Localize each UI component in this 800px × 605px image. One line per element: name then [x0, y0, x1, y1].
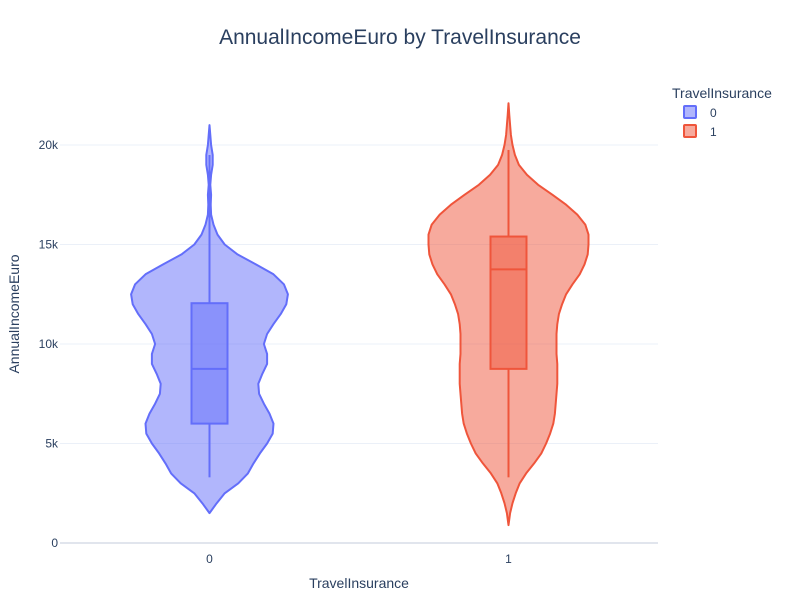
x-tick-label: 1 — [505, 552, 512, 566]
chart-title: AnnualIncomeEuro by TravelInsurance — [219, 26, 581, 49]
y-tick-label: 10k — [39, 337, 59, 351]
y-tick-label: 5k — [45, 437, 59, 451]
legend-swatch — [683, 124, 697, 138]
legend-label: 0 — [710, 106, 717, 120]
legend: TravelInsurance 0 1 — [672, 85, 772, 139]
violins — [130, 102, 590, 527]
x-axis-title: TravelInsurance — [309, 575, 409, 591]
y-tick-label: 0 — [51, 536, 58, 550]
legend-swatch — [683, 105, 697, 119]
y-tick-label: 20k — [39, 138, 59, 152]
box-iqr — [190, 302, 229, 425]
grid — [60, 144, 658, 544]
y-axis-ticks: 0 5k 10k 15k 20k — [39, 138, 59, 550]
violin-series-0 — [130, 124, 289, 515]
violin-series-1 — [427, 102, 590, 527]
y-tick-label: 15k — [39, 238, 59, 252]
legend-title: TravelInsurance — [672, 85, 772, 101]
legend-item-0[interactable]: 0 — [683, 105, 717, 120]
y-axis-title: AnnualIncomeEuro — [6, 254, 22, 373]
box-iqr — [489, 235, 528, 370]
legend-item-1[interactable]: 1 — [683, 124, 717, 139]
x-tick-label: 0 — [206, 552, 213, 566]
legend-label: 1 — [710, 125, 717, 139]
